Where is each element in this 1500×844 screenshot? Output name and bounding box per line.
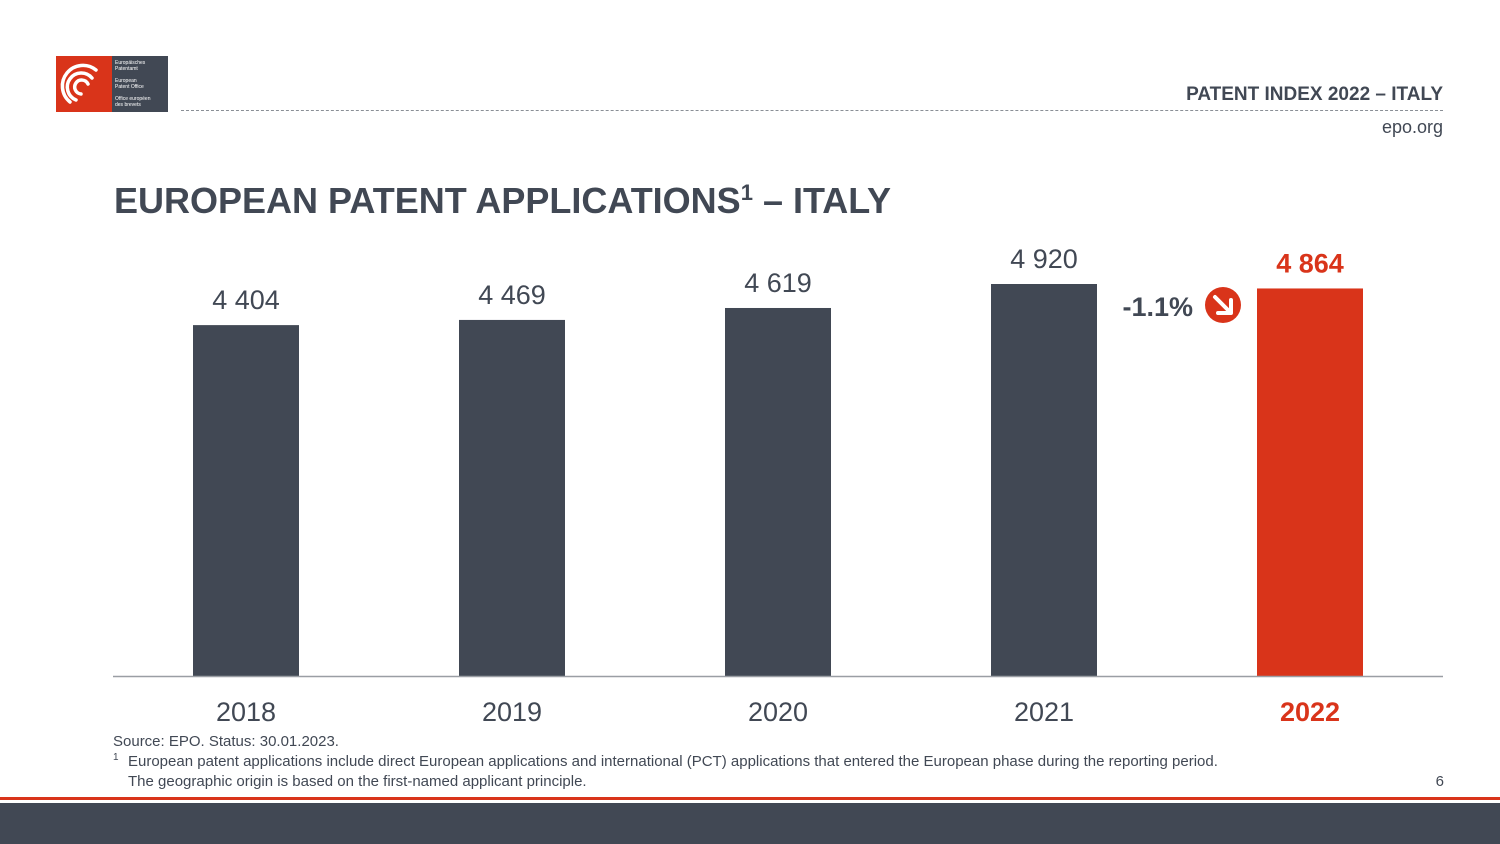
source-note: Source: EPO. Status: 30.01.2023. <box>113 733 339 750</box>
bar-2018 <box>193 325 299 676</box>
page-number: 6 <box>1435 773 1444 790</box>
data-label-2019: 4 469 <box>478 280 546 310</box>
x-tick-2022: 2022 <box>1280 697 1340 727</box>
x-tick-2019: 2019 <box>482 697 542 727</box>
data-label-2018: 4 404 <box>212 285 280 315</box>
footnote-line-2: The geographic origin is based on the fi… <box>128 773 587 790</box>
epo-logo-mark <box>56 56 112 112</box>
header-divider <box>181 110 1443 111</box>
bar-2022 <box>1257 288 1363 676</box>
bar-2021 <box>991 284 1097 676</box>
epo-logo-text: Europäisches Patentamt European Patent Offi… <box>112 56 168 112</box>
slide-title: EUROPEAN PATENT APPLICATIONS1 – ITALY <box>114 180 891 222</box>
data-label-2020: 4 619 <box>744 268 812 298</box>
x-tick-2018: 2018 <box>216 697 276 727</box>
header-site: epo.org <box>1381 117 1443 137</box>
title-text: EUROPEAN PATENT APPLICATIONS <box>114 180 741 221</box>
bar-2020 <box>725 307 831 676</box>
footer-bar <box>0 803 1500 844</box>
footnote-line-1: European patent applications include dir… <box>128 753 1218 770</box>
bar-2019 <box>459 319 565 676</box>
change-annotation: -1.1% <box>1122 292 1193 322</box>
header-title: PATENT INDEX 2022 – ITALY <box>1186 84 1443 105</box>
arrow-glyph <box>1213 295 1233 315</box>
x-tick-2020: 2020 <box>748 697 808 727</box>
x-tick-2021: 2021 <box>1014 697 1074 727</box>
data-label-2021: 4 920 <box>1010 244 1078 274</box>
footnote-marker: 1 <box>113 752 119 763</box>
data-label-2022: 4 864 <box>1276 248 1344 278</box>
title-footnote-marker: 1 <box>740 180 753 205</box>
epo-logo: Europäisches Patentamt European Patent Offi… <box>56 56 168 112</box>
footer-accent-line <box>0 797 1500 800</box>
title-suffix: – ITALY <box>752 180 891 221</box>
